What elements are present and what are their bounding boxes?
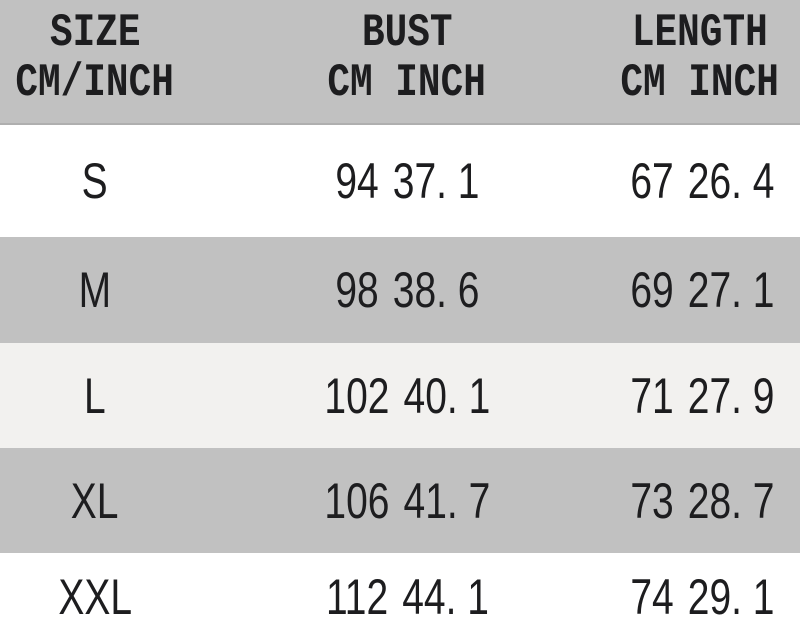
- bust-inch-value: 40. 1: [403, 367, 490, 424]
- length-inch-value: 27. 9: [687, 367, 775, 424]
- bust-cm-value: 98: [334, 262, 379, 318]
- table-row: M 98 38. 6 69 27. 1: [0, 237, 800, 343]
- length-cell: 69 27. 1: [610, 265, 800, 315]
- header-length-units: CM INCH: [620, 57, 780, 109]
- header-cell-length: LENGTH CM INCH: [610, 0, 800, 108]
- table-row: XXL 112 44. 1 74 29. 1: [0, 553, 800, 641]
- header-bust-units: CM INCH: [327, 57, 487, 109]
- header-size-title: SIZE: [49, 7, 141, 59]
- bust-cm-value: 94: [334, 153, 379, 209]
- size-value: S: [81, 153, 109, 209]
- size-value: XL: [71, 472, 119, 529]
- bust-inch-value: 41. 7: [403, 472, 490, 529]
- length-cm-value: 71: [630, 367, 674, 424]
- bust-cell: 94 37. 1: [190, 156, 610, 206]
- size-value: XXL: [58, 569, 132, 625]
- length-inch-value: 28. 7: [687, 472, 775, 529]
- bust-cell: 106 41. 7: [190, 476, 610, 526]
- length-cm-value: 69: [630, 262, 674, 318]
- bust-inch-value: 44. 1: [401, 569, 489, 625]
- table-row: XL 106 41. 7 73 28. 7: [0, 448, 800, 553]
- bust-cell: 112 44. 1: [190, 572, 610, 622]
- bust-cell: 98 38. 6: [190, 265, 610, 315]
- header-cell-bust: BUST CM INCH: [190, 0, 610, 108]
- bust-cm-value: 112: [325, 569, 388, 625]
- size-value: M: [78, 262, 112, 318]
- length-cell: 71 27. 9: [610, 371, 800, 421]
- size-cell: M: [0, 265, 190, 315]
- header-length-title: LENGTH: [632, 7, 768, 59]
- bust-cm-value: 106: [324, 472, 390, 529]
- size-value: L: [84, 367, 106, 424]
- header-size-units: CM/INCH: [15, 57, 175, 109]
- length-cm-value: 73: [630, 472, 674, 529]
- length-cm-value: 67: [630, 153, 674, 209]
- header-bust-title: BUST: [361, 7, 453, 59]
- table-header-row: SIZE CM/INCH BUST CM INCH LENGTH CM INCH: [0, 0, 800, 125]
- table-row: L 102 40. 1 71 27. 9: [0, 343, 800, 448]
- size-cell: S: [0, 156, 190, 206]
- bust-cell: 102 40. 1: [190, 371, 610, 421]
- table-row: S 94 37. 1 67 26. 4: [0, 125, 800, 237]
- bust-inch-value: 37. 1: [392, 153, 480, 209]
- length-cell: 74 29. 1: [610, 572, 800, 622]
- length-cell: 73 28. 7: [610, 476, 800, 526]
- length-inch-value: 29. 1: [687, 569, 775, 625]
- length-cell: 67 26. 4: [610, 156, 800, 206]
- header-cell-size: SIZE CM/INCH: [0, 0, 190, 108]
- length-inch-value: 26. 4: [687, 153, 775, 209]
- size-cell: XL: [0, 476, 190, 526]
- size-cell: XXL: [0, 572, 190, 622]
- length-cm-value: 74: [630, 569, 674, 625]
- bust-inch-value: 38. 6: [392, 262, 480, 318]
- bust-cm-value: 102: [324, 367, 390, 424]
- size-cell: L: [0, 371, 190, 421]
- length-inch-value: 27. 1: [687, 262, 775, 318]
